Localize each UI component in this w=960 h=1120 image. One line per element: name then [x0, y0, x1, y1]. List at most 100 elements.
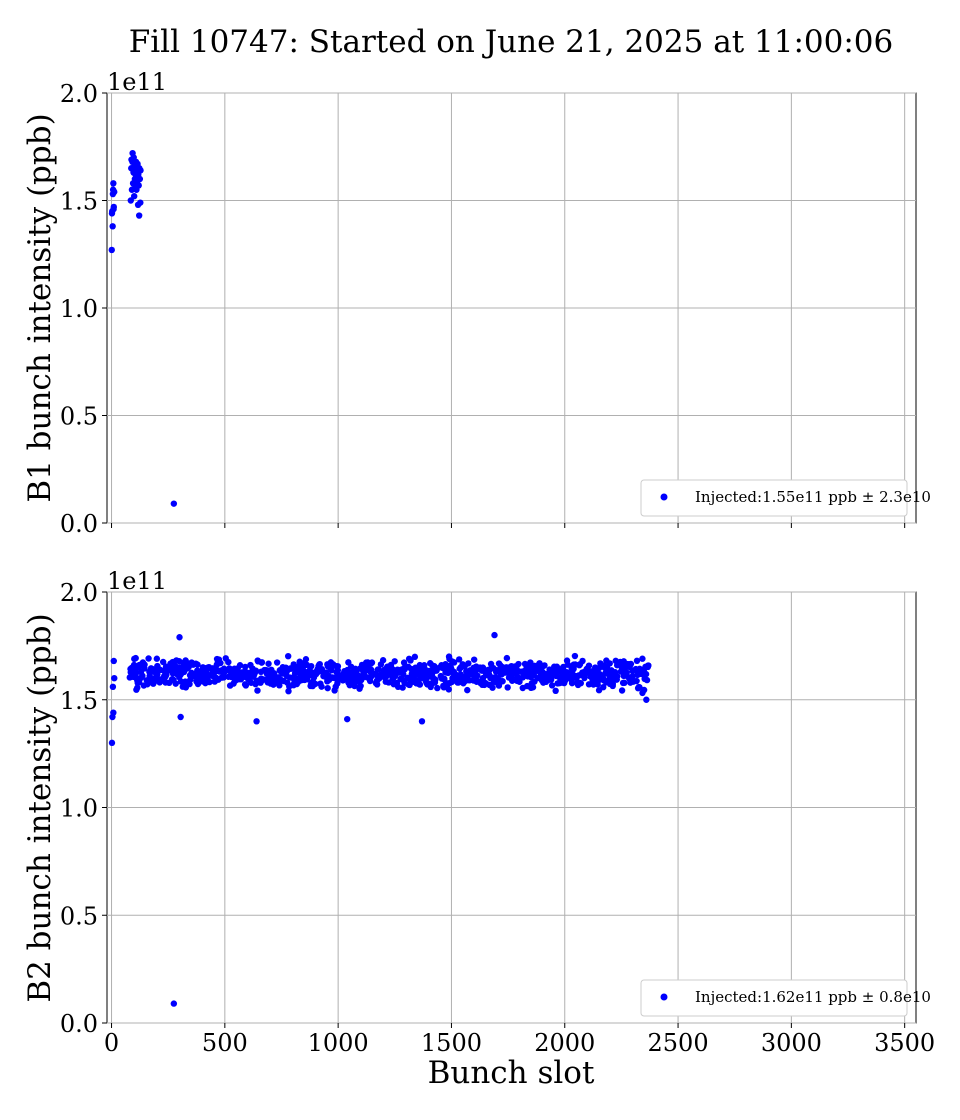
- b2-data-point: [633, 677, 640, 685]
- b2-data-point: [334, 663, 342, 670]
- b2-data-point: [220, 674, 227, 681]
- x-tick-label: 500: [202, 1029, 248, 1057]
- b2-data-point: [242, 663, 249, 671]
- b2-data-point: [445, 686, 452, 693]
- b1-y-axis-label: B1 bunch intensity (ppb): [22, 113, 58, 502]
- b2-data-point: [236, 662, 244, 669]
- b2-data-point: [159, 658, 167, 666]
- b2-data-point: [489, 684, 496, 691]
- b2-data-point: [109, 683, 117, 691]
- b2-data-point: [621, 679, 628, 687]
- b2-grid: [107, 591, 916, 1024]
- b1-grid: [107, 92, 916, 524]
- b1-legend: Injected:1.55e11 ppb ± 2.3e10: [640, 479, 931, 517]
- b2-data-point: [643, 696, 650, 703]
- b1-data-point: [111, 188, 118, 196]
- b2-data-point: [474, 672, 481, 679]
- x-tick-label: 0: [104, 1029, 119, 1057]
- b2-data-point: [552, 687, 559, 695]
- x-tick-label: 2500: [648, 1029, 709, 1057]
- b2-data-point: [139, 672, 146, 680]
- b2-data-point: [504, 684, 511, 691]
- b2-y-axis-label: B2 bunch intensity (ppb): [22, 613, 58, 1002]
- b2-data-point: [470, 656, 478, 663]
- b2-data-point: [252, 667, 260, 674]
- b2-data-point: [276, 682, 283, 689]
- b2-data-point: [368, 659, 376, 666]
- b2-data-point: [391, 658, 398, 665]
- b2-data-point: [318, 683, 325, 690]
- b2-data-point: [373, 681, 381, 688]
- x-tick-label: 3500: [874, 1029, 935, 1057]
- b2-data-point: [253, 718, 260, 725]
- b2-data-point: [285, 687, 292, 695]
- b2-data-point: [529, 684, 537, 691]
- b2-data-point: [457, 671, 464, 678]
- figure-title: Fill 10747: Started on June 21, 2025 at …: [129, 24, 893, 60]
- b1-y-tick-label: 1.5: [60, 188, 98, 216]
- b2-data-point: [284, 652, 292, 660]
- b1-data-point: [110, 180, 117, 187]
- b2-data-point: [600, 684, 607, 691]
- b2-legend: Injected:1.62e11 ppb ± 0.8e10: [640, 979, 931, 1017]
- b2-data-point: [585, 662, 593, 669]
- b2-data-point: [110, 657, 117, 665]
- b2-data-point: [379, 657, 387, 664]
- b2-data-point: [170, 1000, 178, 1007]
- b2-data-point: [571, 652, 579, 660]
- b2-y-tick-label: 2.0: [60, 579, 98, 607]
- b2-data-point: [242, 682, 250, 689]
- b2-data-point: [132, 669, 140, 677]
- b2-data-point: [176, 634, 183, 641]
- b1-y-tick-label: 1.0: [60, 295, 98, 323]
- b2-data-point: [643, 676, 651, 684]
- b2-data-point: [640, 686, 648, 694]
- b1-data-point: [130, 193, 138, 200]
- b2-data-point: [606, 660, 613, 667]
- b2-data-point: [418, 718, 426, 725]
- b2-data-point: [499, 678, 506, 685]
- x-tick-label: 1000: [308, 1029, 369, 1057]
- b2-data-point: [629, 673, 636, 680]
- b1-y-tick-label: 0.0: [60, 510, 98, 538]
- b2-data-point: [400, 659, 408, 666]
- b1-scale-label: 1e11: [107, 68, 167, 96]
- b2-data-point: [132, 654, 139, 662]
- b2-data-point: [194, 661, 201, 668]
- b2-data-point: [642, 670, 650, 678]
- b2-data-point: [432, 676, 439, 683]
- b2-data-point: [351, 682, 358, 690]
- b2-data-point: [316, 660, 323, 668]
- b2-data-point: [324, 684, 331, 692]
- b1-points: [108, 150, 178, 507]
- b2-data-point: [568, 679, 576, 687]
- b2-intensity-panel: 0 500 1000 1500 2000 2500 3000 3500 0.0 0.5 1.0 1.5…: [22, 567, 935, 1091]
- b2-legend-label: Injected:1.62e11 ppb ± 0.8e10: [695, 988, 931, 1006]
- b2-data-point: [645, 662, 652, 669]
- x-tick-label: 1500: [421, 1029, 482, 1057]
- b2-data-point: [491, 631, 498, 639]
- b2-legend-marker: [660, 993, 668, 1001]
- b2-y-tick-label: 1.0: [60, 795, 98, 823]
- b2-data-point: [450, 659, 458, 666]
- b2-y-tick-label: 1.5: [60, 687, 98, 715]
- b2-data-point: [265, 660, 272, 667]
- b2-data-point: [464, 686, 471, 694]
- b1-data-point: [170, 500, 178, 507]
- b1-data-point: [137, 167, 144, 174]
- b2-data-point: [357, 682, 364, 690]
- b2-data-point: [515, 660, 522, 668]
- b2-data-point: [577, 679, 584, 687]
- b1-intensity-panel: 0.0 0.5 1.0 1.5 2.0 1e11 B1 bunch intensity …: [22, 68, 931, 538]
- b2-data-point: [639, 655, 646, 662]
- b2-ticks: 0 500 1000 1500 2000 2500 3000 3500 0.0 0.5 1.0 1.5…: [60, 579, 935, 1057]
- b1-data-point: [135, 212, 143, 219]
- b2-data-point: [328, 665, 335, 673]
- b1-y-tick-label: 0.5: [60, 403, 98, 431]
- b2-data-point: [375, 666, 382, 673]
- b2-data-point: [465, 660, 472, 667]
- b2-data-point: [508, 677, 516, 684]
- b2-data-point: [134, 684, 141, 691]
- b2-data-point: [308, 662, 315, 670]
